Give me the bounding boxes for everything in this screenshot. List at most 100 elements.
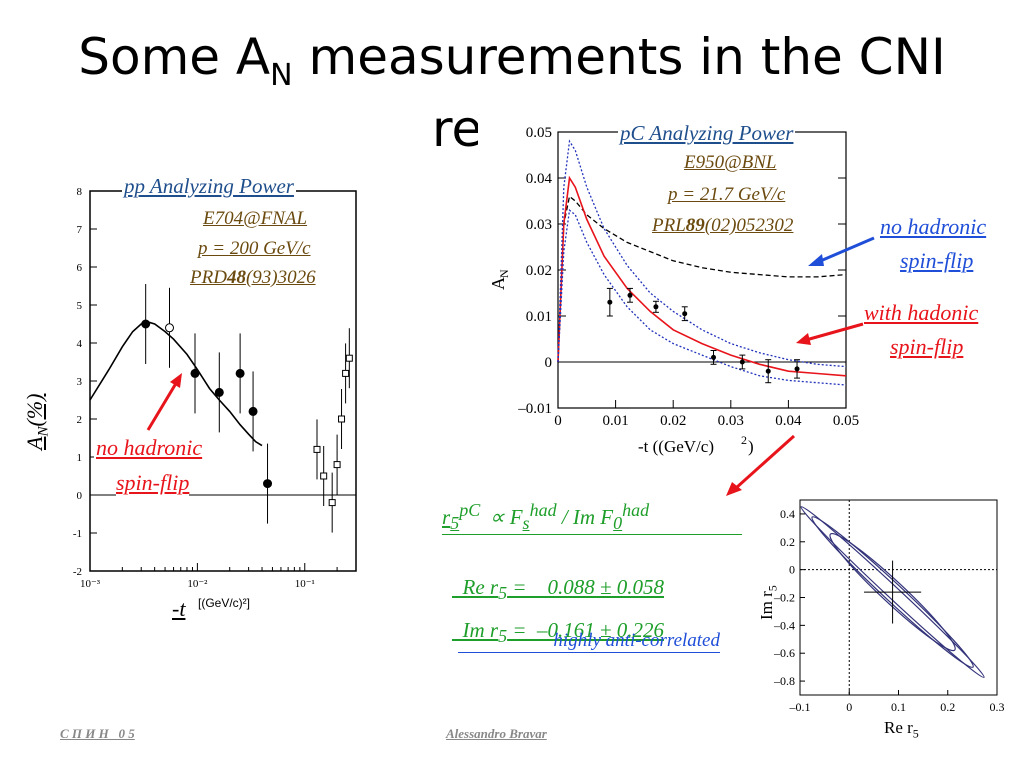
left-x-axis-unit: [(GeV/c)²]	[198, 596, 251, 610]
left-reference: PRD48(93)3026	[190, 267, 316, 289]
corr-x-label: Re r5	[884, 718, 919, 741]
corr-y-tick-label: 0.2	[780, 535, 795, 549]
corr-y-tick-label: 0	[789, 563, 795, 577]
right-data-point	[607, 299, 613, 305]
right-x-axis-close: )	[748, 437, 754, 456]
eq1-s-sub: s	[522, 513, 530, 534]
left-plot-svg: -2 -1 0 1 2 3 4 5 6 7 8 10⁻³ 10⁻² 10⁻¹	[73, 186, 357, 590]
right-curve-dashed	[557, 195, 847, 363]
eq1-pc-sup: pC	[459, 500, 481, 520]
right-x-tick-label: 0.01	[602, 413, 628, 429]
corr-x-tick-label: –0.1	[789, 700, 811, 714]
right-plot-panel: –0.01 0 0.01 0.02 0.03 0.04 0.05 0 0.01 0.02 0.03 0…	[478, 118, 863, 473]
left-x-axis-label: -t	[172, 596, 186, 621]
left-x-tick-label: 10⁻³	[80, 578, 101, 590]
equation-note: highly anti-correlated	[458, 630, 720, 653]
left-y-tick-label: 6	[77, 262, 83, 274]
anti-correlated-note: highly anti-correlated	[553, 630, 720, 651]
right-y-tick-label: 0	[545, 355, 553, 371]
right-data-point	[653, 304, 659, 310]
eq2-sub: 5	[498, 583, 508, 604]
left-extra-marker	[338, 415, 346, 423]
corr-x-label-sub: 5	[912, 726, 919, 741]
right-ref-volume: 89	[685, 215, 705, 236]
left-y-tick-label: 8	[77, 186, 83, 198]
corr-x-tick-label: 0.3	[990, 700, 1005, 714]
correlation-plot-panel: 0.4 0.2 0 –0.2 –0.4 –0.6 –0.8 –0.1 0 0.1 0.2 0.3	[752, 490, 1024, 745]
left-ref-journal: PRD	[190, 267, 227, 288]
right-y-tick-label: 0.03	[526, 217, 552, 233]
left-y-tick-label: 0	[77, 490, 83, 502]
right-y-tick-label: –0.01	[517, 401, 552, 417]
left-data-point	[248, 406, 258, 416]
corr-x-tick-label: 0.1	[891, 700, 906, 714]
note-with-hadronic-2: spin-flip	[890, 334, 964, 359]
right-reference: PRL89(02)052302	[652, 215, 794, 237]
right-data-point	[682, 311, 688, 317]
right-x-axis-label: -t ((GeV/c)	[638, 437, 714, 456]
left-y-label-a: A	[22, 436, 47, 450]
right-data-point	[765, 368, 771, 374]
left-data-point	[165, 323, 175, 333]
eq1-proportional: ∝ F	[489, 505, 523, 529]
left-y-tick-label: -1	[73, 528, 82, 540]
title-line-2: re	[432, 100, 483, 158]
right-ref-page: (02)052302	[704, 215, 794, 236]
left-y-label-sub: N	[35, 426, 52, 437]
left-extra-marker	[345, 354, 353, 362]
left-data-point	[141, 319, 151, 329]
left-y-label-unit: (%)	[22, 393, 47, 427]
page-title: Some AN measurements in the CNI	[0, 28, 1024, 105]
left-y-tick-label: 3	[77, 376, 83, 388]
left-y-tick-label: 5	[77, 300, 83, 312]
left-y-tick-label: 1	[77, 452, 83, 464]
corr-y-label-sub: 5	[765, 585, 780, 592]
eq3-im-r: Im r	[462, 618, 499, 642]
title-subscript: N	[270, 58, 293, 93]
left-data-point	[190, 368, 200, 378]
right-curve-dotted_upper	[557, 139, 847, 368]
right-y-tick-label: 0.02	[526, 263, 552, 279]
right-data-point	[739, 359, 745, 365]
eq1-im-f: / Im F	[561, 505, 614, 529]
left-extra-marker	[328, 499, 336, 507]
left-red-arrow	[146, 373, 182, 431]
left-x-tick-label: 10⁻¹	[295, 578, 315, 590]
left-extra-marker	[342, 369, 350, 377]
right-x-tick-label: 0.05	[833, 413, 859, 429]
eq1-r-sub: 5	[450, 513, 460, 534]
corr-y-tick-label: –0.2	[773, 591, 795, 605]
corr-x-tick-label: 0.2	[940, 700, 955, 714]
eq1-had-sup: had	[529, 500, 557, 520]
left-annotation-2: spin-flip	[116, 470, 190, 496]
left-fit-curve	[89, 321, 263, 447]
left-y-axis-label: AN(%)	[22, 393, 53, 450]
left-ref-page: (93)3026	[245, 267, 316, 288]
footer-center[interactable]: Alessandro Bravar	[446, 726, 547, 741]
eq2-value: = 0.088 ± 0.058	[507, 575, 665, 599]
corr-contour-ellipse	[811, 516, 974, 668]
eq1-zero-sub: 0	[613, 513, 623, 534]
left-heading: pp Analyzing Power	[122, 174, 296, 199]
red-arrow-down	[726, 434, 796, 496]
equation-line-2: Re r5 = 0.088 ± 0.058	[452, 550, 665, 604]
eq1-r: r	[442, 505, 451, 529]
corr-y-tick-label: –0.8	[773, 674, 795, 688]
eq3-value: = –0.161 ± 0.226	[507, 618, 665, 642]
right-y-tick-label: 0.01	[526, 309, 552, 325]
eq1-had2-sup: had	[622, 500, 650, 520]
left-ref-volume: 48	[226, 267, 246, 288]
corr-y-tick-label: –0.6	[773, 646, 795, 660]
right-x-axis-sup: 2	[741, 433, 747, 447]
right-y-axis-sub: N	[497, 269, 511, 278]
footer-left[interactable]: С П И Н 0 5	[60, 726, 135, 741]
right-curve-red	[557, 175, 847, 377]
corr-contour-ellipse	[800, 506, 985, 679]
corr-x-tick-label: 0	[846, 700, 852, 714]
left-momentum: p = 200 GeV/c	[198, 238, 311, 260]
corr-y-tick-label: –0.4	[773, 618, 795, 632]
corr-contour-ellipse	[829, 532, 956, 652]
left-data-point	[214, 387, 224, 397]
left-y-tick-label: -2	[73, 566, 82, 578]
